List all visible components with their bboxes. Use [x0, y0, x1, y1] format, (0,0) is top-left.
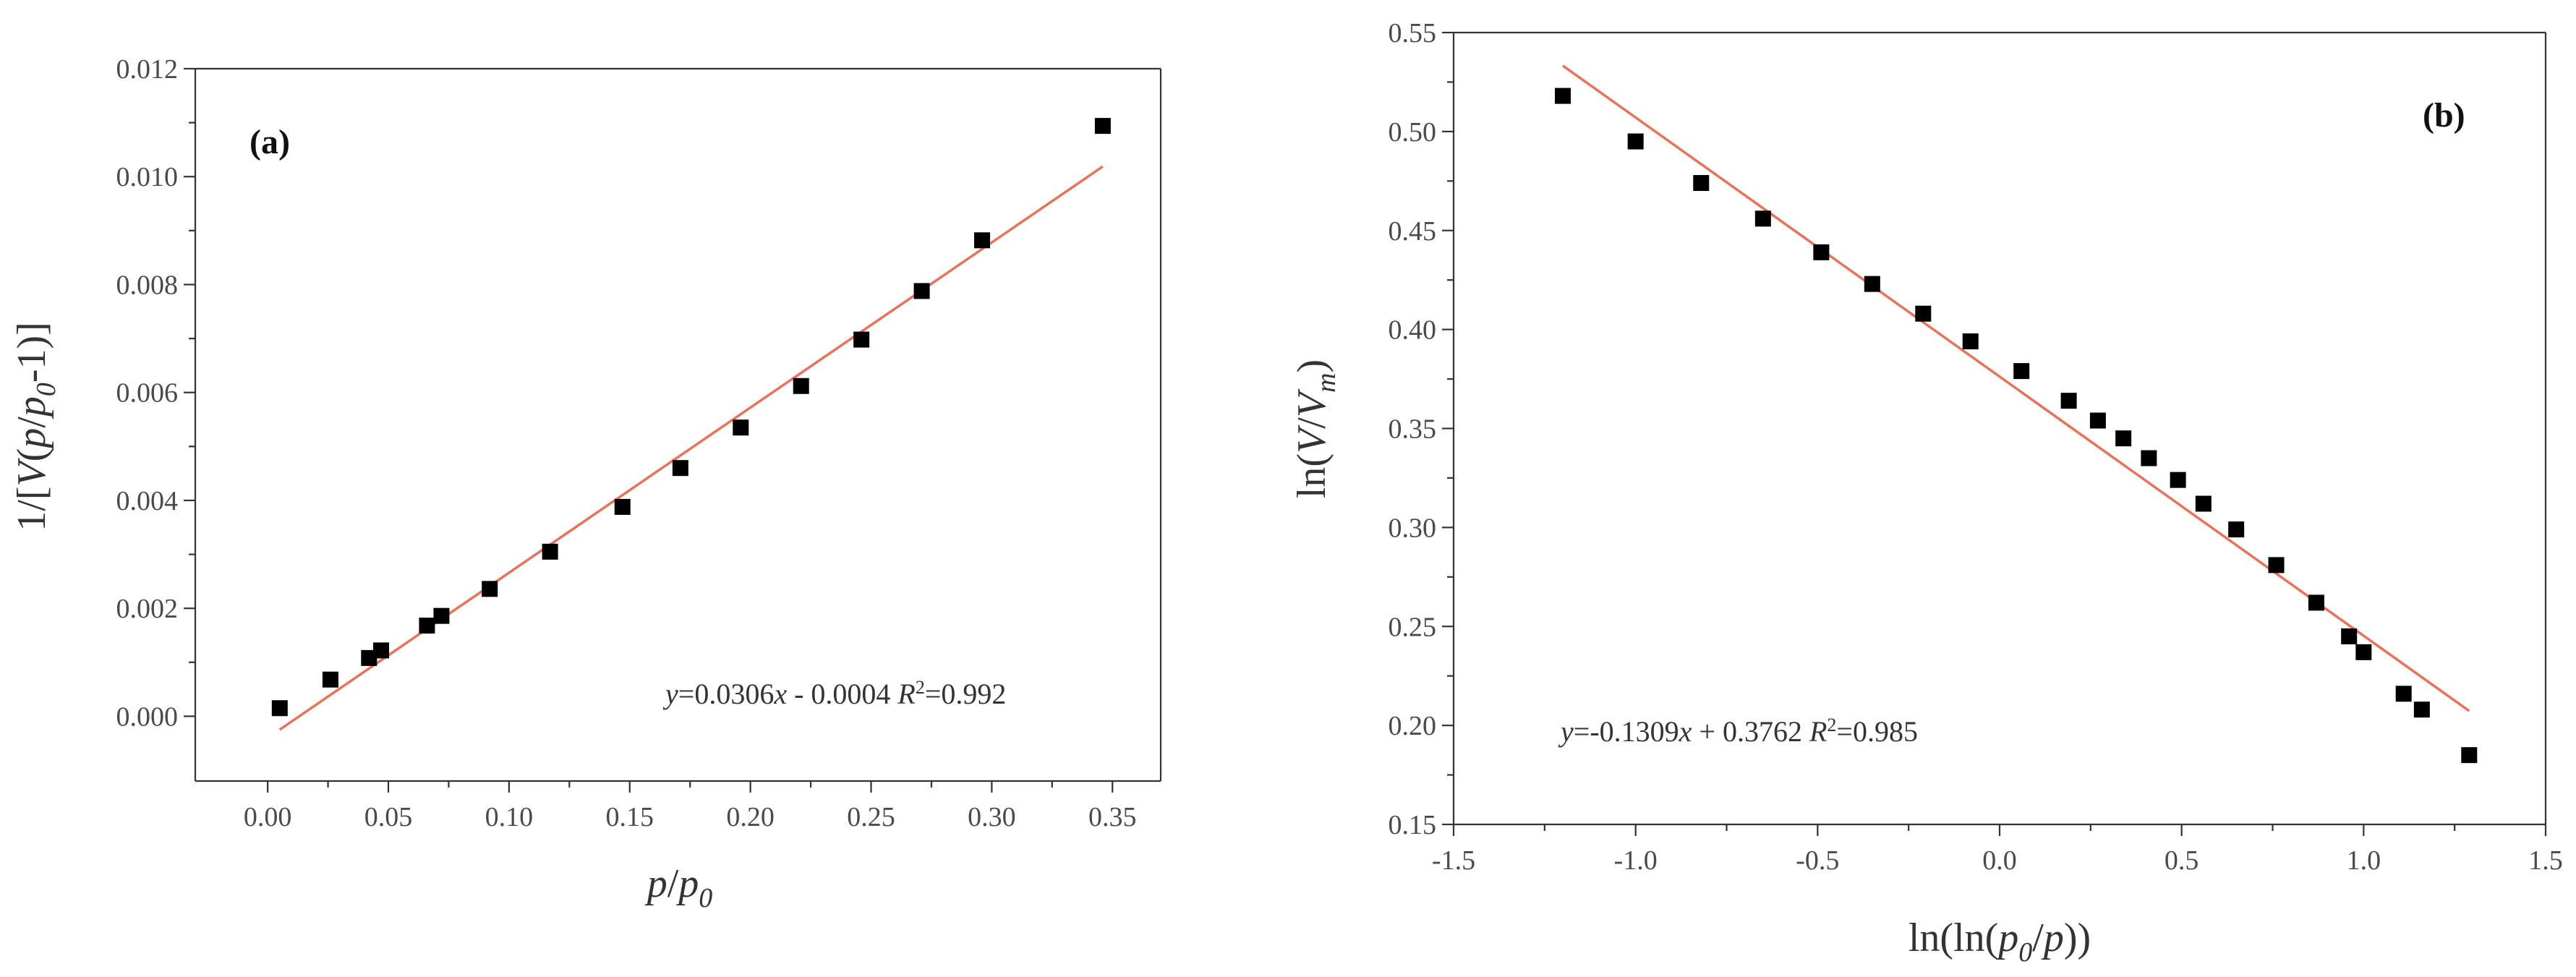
panel-b-y-tick-label: 0.15 — [1389, 810, 1437, 840]
panel-a-y-tick-label: 0.004 — [116, 486, 179, 516]
panel-b-fit-equation: y=-0.1309x + 0.3762 R2=0.985 — [1558, 714, 1918, 748]
panel-b-y-tick-label: 0.55 — [1389, 18, 1437, 48]
panel-b-data-point — [2013, 363, 2030, 380]
panel-a-y-tick-label: 0.012 — [116, 54, 179, 85]
panel-b-y-tick-label: 0.35 — [1389, 414, 1437, 445]
panel-a-y-tick-label: 0.002 — [116, 594, 179, 624]
panel-b-data-point — [2268, 557, 2285, 573]
panel-a-data-point — [482, 581, 498, 597]
panel-b-eq-intercept: + 0.3762 — [1692, 715, 1809, 748]
panel-a-fit-equation: y=0.0306x - 0.0004 R2=0.992 — [662, 677, 1006, 711]
panel-a-eq-slope: =0.0306 — [678, 678, 775, 710]
panel-a-x-tick-label: 0.35 — [1088, 802, 1137, 832]
panel-b-chart: -1.5 -1.0 -0.5 0.0 0.5 1.0 1.5 0.15 0.20 0.25 0.30… — [1289, 18, 2563, 968]
panel-b-data-point — [1864, 276, 1880, 292]
panel-a-data-point — [271, 700, 288, 717]
panel-b-y-tick-label: 0.50 — [1389, 117, 1437, 148]
panel-b-eq-r2: =0.985 — [1836, 715, 1918, 748]
panel-b-y-axis-title: ln(V/Vm) — [1289, 359, 1342, 498]
panel-a-x-tick-label: 0.05 — [364, 802, 413, 832]
panel-a-y-tick-label: 0.000 — [116, 701, 179, 732]
panel-b-data-point — [2170, 472, 2186, 488]
panel-b-x-tick-label: -0.5 — [1796, 845, 1839, 876]
panel-a-x-axis-title: p/p0 — [644, 861, 713, 913]
panel-b-data-point — [1693, 175, 1710, 192]
panel-a-data-point — [433, 607, 450, 624]
panel-b-data-point — [1754, 210, 1771, 227]
panel-a-eq-sup: 2 — [916, 677, 925, 698]
panel-a-data-point — [1094, 118, 1111, 135]
panel-b-label: (b) — [2423, 96, 2465, 135]
panel-b-eq-slope: =-0.1309 — [1574, 715, 1679, 748]
panel-b-data-point — [2341, 628, 2358, 644]
panel-a-eq-y: y — [662, 678, 678, 710]
panel-a-eq-r: R — [897, 678, 915, 710]
panel-a-x-tick-label: 0.20 — [726, 802, 775, 832]
panel-b-x-tick-label: -1.0 — [1614, 845, 1658, 876]
panel-a-x-tick-label: 0.00 — [244, 802, 292, 832]
panel-a-x-tick-label: 0.10 — [485, 802, 534, 832]
panel-b-x-axis-title: ln(ln(p0/p)) — [1908, 916, 2091, 968]
panel-a-data-point — [372, 642, 389, 659]
panel-b-eq-x: x — [1679, 715, 1692, 748]
panel-a-eq-x: x — [773, 678, 787, 710]
panel-b-x-tick-label: 1.0 — [2347, 845, 2381, 876]
panel-b-x-tick-label: -1.5 — [1432, 845, 1475, 876]
panel-a-y-tick-label: 0.010 — [116, 162, 179, 192]
panel-a-data-point — [322, 671, 338, 688]
panel-a-data-point — [974, 232, 991, 249]
panel-b-data-point — [2115, 430, 2132, 447]
panel-b-data-point — [2060, 393, 2077, 409]
panel-b-y-tick-label: 0.30 — [1389, 513, 1437, 543]
panel-b-data-point — [2395, 686, 2412, 702]
panel-a-data-point — [614, 498, 631, 515]
panel-b-data-point — [1915, 305, 1932, 322]
panel-b-eq-sup: 2 — [1827, 714, 1836, 735]
panel-b-y-tick-label: 0.45 — [1389, 216, 1437, 247]
panel-b-data-point — [1555, 88, 1571, 104]
panel-b-data-point — [2355, 644, 2372, 660]
panel-b-data-point — [2089, 412, 2106, 429]
panel-b-y-tick-label: 0.25 — [1389, 612, 1437, 642]
panel-b-data-point — [2461, 747, 2478, 764]
panel-a-data-point — [361, 649, 378, 666]
panel-b-data-point — [2308, 594, 2324, 611]
panel-b-y-tick-label: 0.40 — [1389, 315, 1437, 346]
panel-a-data-point — [733, 419, 749, 436]
panel-b-data-point — [1627, 133, 1644, 150]
panel-a-fit-line — [278, 165, 1104, 731]
panel-a-y-axis-title: 1/[V(p/p0-1)] — [9, 322, 61, 532]
panel-a-y-tick-label: 0.006 — [116, 378, 179, 409]
panel-a-x-tick-label: 0.15 — [606, 802, 654, 832]
panel-a-data-point — [853, 331, 870, 348]
panel-b-y-tick-label: 0.20 — [1389, 711, 1437, 741]
panel-b-x-tick-label: 0.5 — [2165, 845, 2199, 876]
panel-a-data-point — [913, 283, 930, 299]
panel-a-data-point — [672, 460, 688, 477]
panel-a-data-point — [542, 543, 558, 560]
panel-a-x-tick-label: 0.25 — [847, 802, 895, 832]
panel-a-eq-intercept: - 0.0004 — [787, 678, 897, 710]
panel-b-data-point — [1962, 333, 1979, 350]
panel-a-label: (a) — [250, 123, 290, 161]
panel-b-data-point — [1813, 244, 1830, 260]
panel-b-x-tick-label: 0.0 — [1982, 845, 2017, 876]
panel-a-eq-r2: =0.992 — [925, 678, 1007, 710]
panel-b-data-point — [2195, 495, 2212, 512]
panel-b-eq-y: y — [1558, 715, 1574, 748]
panel-a-chart: 0.00 0.05 0.10 0.15 0.20 0.25 0.30 0.35 0.000 0.0… — [9, 54, 1162, 913]
panel-a-data-point — [793, 377, 809, 394]
panel-b-fit-line — [1561, 64, 2470, 712]
panel-b-data-point — [2228, 521, 2245, 538]
panel-a-x-tick-label: 0.30 — [968, 802, 1016, 832]
panel-a-y-tick-label: 0.008 — [116, 270, 179, 300]
panel-b-eq-r: R — [1809, 715, 1827, 748]
panel-b-x-tick-label: 1.5 — [2528, 845, 2563, 876]
panel-b-data-point — [2413, 701, 2430, 718]
panel-b-data-point — [2141, 450, 2157, 466]
panel-a-data-point — [419, 618, 435, 634]
